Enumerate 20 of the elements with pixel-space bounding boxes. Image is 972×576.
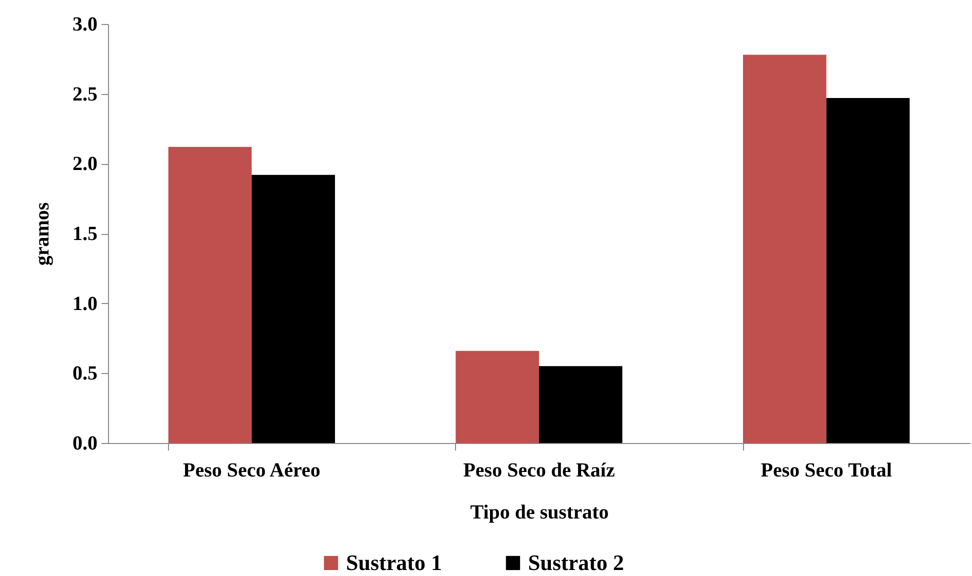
x-tick-label: Peso Seco de Raíz: [463, 460, 615, 482]
y-axis-title: gramos: [32, 202, 54, 266]
y-tick-label: 0.5: [72, 362, 98, 385]
y-tick-label: 2.5: [72, 83, 98, 106]
y-tick-label: 1.5: [72, 223, 98, 245]
x-axis-title: Tipo de sustrato: [470, 502, 609, 524]
bar: [252, 174, 335, 443]
bar: [456, 350, 539, 443]
y-tick-label: 0.0: [72, 432, 98, 454]
x-tick-label: Peso Seco Total: [760, 460, 892, 482]
bar: [826, 98, 910, 443]
bar: [168, 146, 252, 443]
y-tick-label: 2.0: [72, 153, 98, 176]
legend-label: Sustrato 1: [346, 550, 442, 575]
x-tick-label: Peso Seco Aéreo: [182, 460, 320, 482]
bar: [539, 366, 622, 443]
legend-label: Sustrato 2: [528, 550, 624, 575]
y-tick-label: 3.0: [72, 14, 98, 36]
bar: [743, 54, 826, 443]
y-tick-label: 1.0: [72, 292, 98, 315]
